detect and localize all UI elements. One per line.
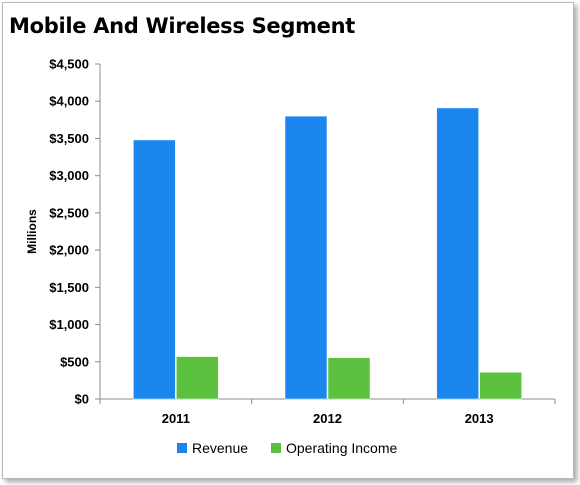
legend-swatch-operating-income	[271, 443, 281, 453]
bars	[133, 107, 522, 400]
y-tick-label: $500	[60, 354, 89, 369]
y-tick-label: $3,500	[49, 131, 89, 146]
bar-operating-income-2012	[327, 357, 371, 400]
y-tick-label: $1,500	[49, 280, 89, 295]
legend-label-operating-income: Operating Income	[286, 440, 397, 456]
x-tick-label: 2013	[465, 411, 494, 426]
bar-operating-income-2013	[479, 371, 522, 400]
x-tick-label: 2012	[313, 411, 342, 426]
y-tick-label: $2,000	[49, 243, 89, 258]
y-axis: $0 $500 $1,000 $1,500 $2,000 $2,500 $3,000 $3,5…	[49, 57, 101, 407]
y-tick-label: $4,000	[49, 94, 89, 109]
bar-operating-income-2011	[176, 356, 219, 400]
chart-title: Mobile And Wireless Segment	[9, 14, 355, 38]
y-tick-label: $2,500	[49, 205, 89, 220]
bar-revenue-2012	[284, 115, 328, 400]
legend-swatch-revenue	[177, 443, 187, 453]
x-tick-label: 2011	[162, 411, 190, 426]
y-tick-label: $0	[75, 392, 89, 407]
y-tick-label: $1,000	[49, 317, 89, 332]
bar-revenue-2013	[436, 107, 479, 400]
bar-revenue-2011	[133, 139, 176, 400]
legend: Revenue Operating Income	[177, 440, 397, 456]
legend-label-revenue: Revenue	[192, 440, 248, 456]
y-axis-label: Millions	[25, 209, 39, 254]
y-tick-label: $3,000	[49, 168, 89, 183]
y-tick-label: $4,500	[49, 57, 89, 72]
x-axis: 2011 2012 2013	[99, 398, 556, 426]
